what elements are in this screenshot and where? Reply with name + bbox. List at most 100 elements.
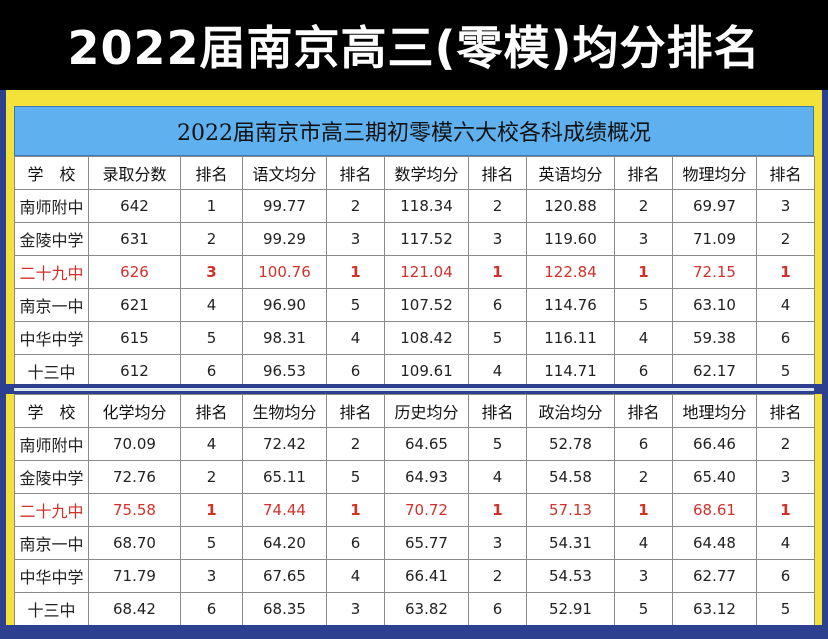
rank-cell: 6: [326, 354, 385, 388]
score-cell: 62.17: [672, 354, 757, 388]
rank-cell: 3: [326, 222, 385, 256]
rank-cell: 5: [468, 321, 527, 355]
table-caption-text: 2022届南京市高三期初零模六大校各科成绩概况: [177, 121, 651, 146]
rank-cell: 6: [756, 559, 815, 593]
rank-cell: 3: [180, 559, 243, 593]
score-cell: 65.40: [672, 460, 757, 494]
school-name-cell: 南师附中: [14, 427, 89, 461]
score-cell: 68.42: [88, 592, 181, 626]
column-header: 排名: [326, 394, 385, 428]
column-header: 学 校: [14, 156, 89, 190]
rank-cell: 3: [756, 189, 815, 223]
score-cell: 64.93: [384, 460, 469, 494]
column-header: 排名: [326, 156, 385, 190]
rank-cell: 3: [614, 559, 673, 593]
column-header: 生物均分: [242, 394, 327, 428]
score-cell: 63.12: [672, 592, 757, 626]
score-cell: 52.91: [526, 592, 615, 626]
rank-cell: 1: [326, 255, 385, 289]
rank-cell: 5: [468, 427, 527, 461]
score-cell: 99.29: [242, 222, 327, 256]
score-cell: 59.38: [672, 321, 757, 355]
score-cell: 626: [88, 255, 181, 289]
rank-cell: 2: [468, 189, 527, 223]
rank-cell: 2: [180, 460, 243, 494]
score-cell: 71.09: [672, 222, 757, 256]
score-table-2: 学 校化学均分 排名 生物均分 排名 历史均分 排名 政治均分 排名 地理均分 排名 南师附中 70.…: [14, 394, 815, 626]
rank-cell: 5: [180, 526, 243, 560]
rank-cell: 4: [468, 460, 527, 494]
score-cell: 52.78: [526, 427, 615, 461]
rank-cell: 2: [326, 189, 385, 223]
score-cell: 122.84: [526, 255, 615, 289]
score-cell: 98.31: [242, 321, 327, 355]
score-cell: 108.42: [384, 321, 469, 355]
rank-cell: 1: [468, 255, 527, 289]
school-name-cell: 十三中: [14, 592, 89, 626]
score-cell: 114.71: [526, 354, 615, 388]
column-header: 地理均分: [672, 394, 757, 428]
rank-cell: 5: [326, 460, 385, 494]
table-row: 南京一中 68.70 5 64.20 6 65.77 3 54.31 4 64.48 4: [14, 526, 815, 560]
column-header: 历史均分: [384, 394, 469, 428]
score-cell: 117.52: [384, 222, 469, 256]
rank-cell: 2: [756, 222, 815, 256]
rank-cell: 1: [180, 189, 243, 223]
score-cell: 63.10: [672, 288, 757, 322]
rank-cell: 5: [614, 592, 673, 626]
page-title-banner: 2022届南京高三(零模)均分排名: [0, 0, 828, 90]
column-header: 语文均分: [242, 156, 327, 190]
frame-edge-right: [822, 90, 828, 639]
rank-cell: 2: [180, 222, 243, 256]
score-cell: 68.70: [88, 526, 181, 560]
score-cell: 69.97: [672, 189, 757, 223]
score-cell: 107.52: [384, 288, 469, 322]
score-cell: 63.82: [384, 592, 469, 626]
rank-cell: 1: [326, 493, 385, 527]
school-name-cell: 南师附中: [14, 189, 89, 223]
table-row: 南师附中 70.09 4 72.42 2 64.65 5 52.78 6 66.46 2: [14, 427, 815, 461]
school-name-cell: 中华中学: [14, 559, 89, 593]
school-name-cell: 南京一中: [14, 526, 89, 560]
score-cell: 116.11: [526, 321, 615, 355]
score-cell: 65.11: [242, 460, 327, 494]
rank-cell: 4: [468, 354, 527, 388]
school-name-cell: 中华中学: [14, 321, 89, 355]
rank-cell: 3: [326, 592, 385, 626]
score-cell: 118.34: [384, 189, 469, 223]
table-header-row: 学 校录取分数 排名 语文均分 排名 数学均分 排名 英语均分 排名 物理均分 排名: [14, 156, 815, 190]
rank-cell: 5: [614, 288, 673, 322]
column-header: 排名: [468, 156, 527, 190]
column-header: 物理均分: [672, 156, 757, 190]
school-name-cell: 二十九中: [14, 255, 89, 289]
table-caption: 2022届南京市高三期初零模六大校各科成绩概况: [14, 106, 814, 156]
table-row: 南师附中 642 1 99.77 2 118.34 2 120.88 2 69.97 3: [14, 189, 815, 223]
score-cell: 74.44: [242, 493, 327, 527]
score-cell: 66.41: [384, 559, 469, 593]
score-cell: 96.53: [242, 354, 327, 388]
score-cell: 612: [88, 354, 181, 388]
score-cell: 72.76: [88, 460, 181, 494]
column-header: 排名: [756, 394, 815, 428]
column-header: 化学均分: [88, 394, 181, 428]
column-header: 排名: [180, 156, 243, 190]
table-row: 金陵中学 72.76 2 65.11 5 64.93 4 54.58 2 65.40 3: [14, 460, 815, 494]
rank-cell: 6: [326, 526, 385, 560]
column-header: 录取分数: [88, 156, 181, 190]
rank-cell: 1: [756, 255, 815, 289]
score-table-panel-2: 学 校化学均分 排名 生物均分 排名 历史均分 排名 政治均分 排名 地理均分 排名 南师附中 70.…: [14, 394, 815, 626]
score-cell: 54.31: [526, 526, 615, 560]
rank-cell: 6: [756, 321, 815, 355]
rank-cell: 5: [180, 321, 243, 355]
frame-edge-bottom: [6, 625, 822, 639]
rank-cell: 4: [326, 559, 385, 593]
rank-cell: 6: [614, 427, 673, 461]
column-header: 排名: [468, 394, 527, 428]
rank-cell: 4: [614, 526, 673, 560]
score-cell: 119.60: [526, 222, 615, 256]
score-cell: 64.48: [672, 526, 757, 560]
score-cell: 121.04: [384, 255, 469, 289]
rank-cell: 1: [614, 493, 673, 527]
school-name-cell: 金陵中学: [14, 460, 89, 494]
school-name-cell: 金陵中学: [14, 222, 89, 256]
